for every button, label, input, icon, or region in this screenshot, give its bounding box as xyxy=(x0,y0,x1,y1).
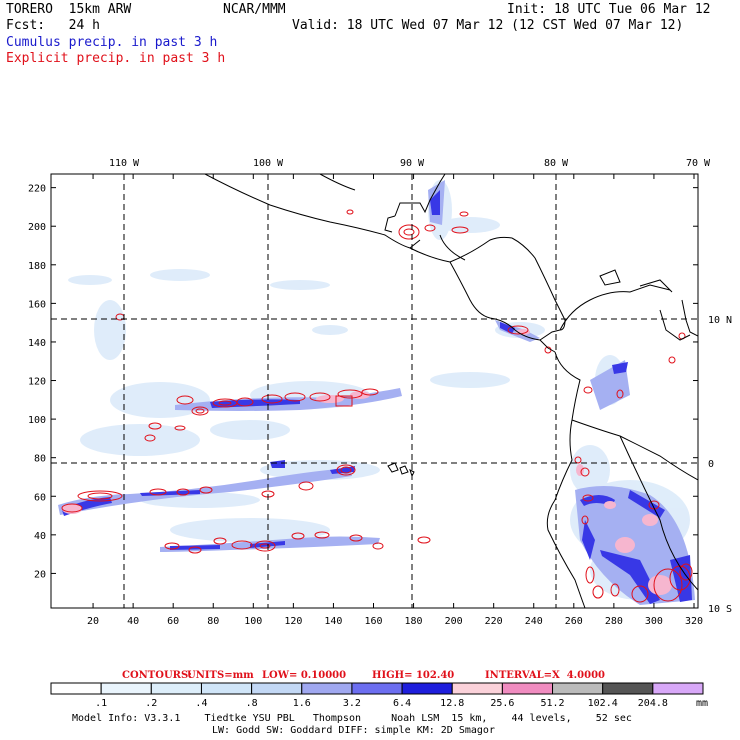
colorbar-swatch xyxy=(301,682,353,695)
x-tick-label: 180 xyxy=(405,616,423,627)
lat-label: 10 N xyxy=(708,315,732,326)
org-label: NCAR/MMM xyxy=(223,2,286,17)
lat-label: 10 S xyxy=(708,604,732,615)
colorbar-label: 12.8 xyxy=(440,698,465,709)
colorbar-label: 102.4 xyxy=(587,698,618,709)
colorbar-swatch xyxy=(401,682,453,695)
y-tick-label: 40 xyxy=(34,531,46,542)
colorbar-label: .8 xyxy=(245,698,258,709)
coastlines xyxy=(204,174,698,608)
colorbar-swatch xyxy=(501,682,554,695)
y-tick-label: 20 xyxy=(34,569,46,580)
x-tick-label: 220 xyxy=(485,616,503,627)
colorbar-label: 25.6 xyxy=(490,698,515,709)
y-tick-label: 220 xyxy=(28,184,46,195)
model-info-line2: LW: Godd SW: Goddard DIFF: simple KM: 2D… xyxy=(212,725,495,736)
contour-units: UNITS=mm xyxy=(187,670,254,681)
x-tick-label: 40 xyxy=(127,616,139,627)
x-tick-label: 300 xyxy=(645,616,663,627)
x-tick-label: 160 xyxy=(364,616,382,627)
colorbar-swatch xyxy=(150,682,202,695)
precip-field xyxy=(58,180,695,605)
colorbar-label: 6.4 xyxy=(393,698,412,709)
y-tick-label: 60 xyxy=(34,492,46,503)
forecast-hour: Fcst: 24 h xyxy=(6,18,100,33)
x-tick-label: 200 xyxy=(445,616,463,627)
colorbar-swatch xyxy=(100,682,152,695)
legend-cumulus: Cumulus precip. in past 3 h xyxy=(6,35,218,50)
lon-label: 70 W xyxy=(686,158,711,169)
valid-time: Valid: 18 UTC Wed 07 Mar 12 (12 CST Wed … xyxy=(292,18,684,33)
x-tick-label: 60 xyxy=(167,616,179,627)
legend-explicit: Explicit precip. in past 3 h xyxy=(6,51,226,66)
colorbar-label: .1 xyxy=(95,698,108,709)
colorbar-swatch xyxy=(351,682,403,695)
lon-label: 80 W xyxy=(544,158,569,169)
x-tick-label: 120 xyxy=(284,616,302,627)
x-tick-label: 20 xyxy=(87,616,99,627)
colorbar-label: 204.8 xyxy=(637,698,668,709)
x-tick-label: 240 xyxy=(525,616,543,627)
x-tick-label: 260 xyxy=(565,616,583,627)
y-tick-label: 160 xyxy=(28,299,46,310)
lon-label: 100 W xyxy=(253,158,284,169)
contour-label: CONTOURS: xyxy=(122,670,192,681)
y-tick-label: 140 xyxy=(28,338,46,349)
y-tick-label: 180 xyxy=(28,261,46,272)
lon-label: 90 W xyxy=(400,158,425,169)
colorbar-label: .4 xyxy=(195,698,208,709)
contour-low: LOW= 0.10000 xyxy=(262,670,347,681)
colorbar-swatch xyxy=(652,682,704,695)
colorbar-unit: mm xyxy=(696,698,709,709)
init-time: Init: 18 UTC Tue 06 Mar 12 xyxy=(507,2,711,17)
colorbar-label: .2 xyxy=(145,698,158,709)
x-tick-label: 320 xyxy=(685,616,703,627)
plot-frame xyxy=(50,173,699,609)
colorbar-label: 51.2 xyxy=(540,698,565,709)
y-tick-label: 120 xyxy=(28,377,46,388)
colorbar xyxy=(50,682,704,695)
contour-high: HIGH= 102.40 xyxy=(372,670,455,681)
lat-label: 0 xyxy=(708,459,714,470)
y-tick-label: 80 xyxy=(34,454,46,465)
colorbar-swatch xyxy=(552,682,604,695)
colorbar-label: 1.6 xyxy=(292,698,311,709)
model-info-line1: Model Info: V3.3.1 Tiedtke YSU PBL Thomp… xyxy=(72,713,632,724)
colorbar-swatch xyxy=(200,682,253,695)
colorbar-swatch xyxy=(602,682,654,695)
colorbar-swatch xyxy=(50,682,102,695)
colorbar-swatch xyxy=(251,682,303,695)
y-tick-label: 100 xyxy=(28,415,46,426)
lat-lon-grid xyxy=(51,174,698,608)
colorbar-label: 3.2 xyxy=(342,698,361,709)
model-title: TORERO 15km ARW xyxy=(6,2,132,17)
x-tick-label: 280 xyxy=(605,616,623,627)
x-tick-label: 80 xyxy=(207,616,219,627)
contour-interval: INTERVAL=X 4.0000 xyxy=(485,670,605,681)
colorbar-swatch xyxy=(451,682,503,695)
x-tick-label: 140 xyxy=(324,616,342,627)
lon-label: 110 W xyxy=(109,158,140,169)
x-tick-label: 100 xyxy=(244,616,262,627)
colorbar-labels: .1 .2 .4 .8 1.6 3.2 6.4 12.8 25.6 51.2 102.4 204.8 xyxy=(0,696,740,709)
axis-marks: 20 40 60 80 100 120 140 160 180 200 220 240 260 280 30… xyxy=(28,158,732,627)
y-tick-label: 200 xyxy=(28,222,46,233)
